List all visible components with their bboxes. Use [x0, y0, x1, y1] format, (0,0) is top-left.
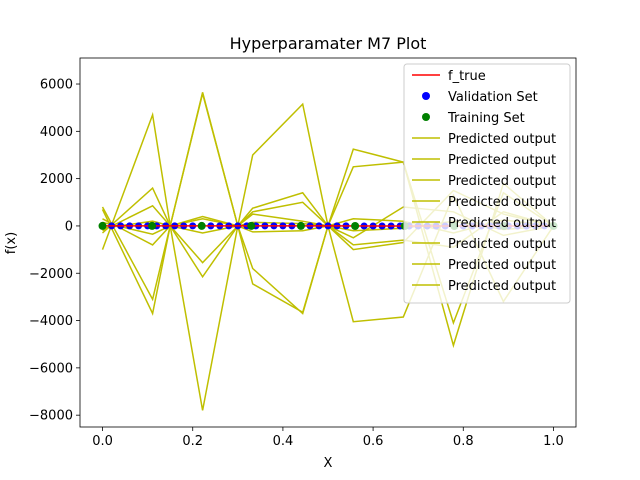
legend-label: Predicted output [448, 237, 556, 252]
y-tick-label: −6000 [29, 361, 73, 376]
legend-box [403, 63, 571, 304]
legend-label: Predicted output [448, 195, 556, 210]
legend-marker-swatch [422, 113, 430, 121]
y-axis-label: f(x) [4, 232, 19, 254]
legend-label: Predicted output [448, 279, 556, 294]
x-tick-label: 0.2 [182, 434, 203, 449]
legend-label: Predicted output [448, 153, 556, 168]
legend-label: Predicted output [448, 216, 556, 231]
legend-marker-swatch [422, 92, 430, 100]
x-tick-label: 0.6 [363, 434, 384, 449]
x-tick-label: 1.0 [543, 434, 564, 449]
x-tick-label: 0.4 [273, 434, 294, 449]
training-point [351, 222, 360, 230]
legend-label: f_true [448, 69, 486, 84]
y-tick-label: 4000 [40, 125, 73, 140]
training-point [296, 221, 305, 230]
legend-label: Predicted output [448, 132, 556, 147]
training-point [148, 221, 157, 230]
training-point [197, 221, 206, 230]
y-tick-label: −2000 [29, 267, 73, 282]
legend-label: Training Set [447, 111, 525, 126]
y-tick-label: 2000 [40, 172, 73, 187]
axes-frame [79, 57, 577, 428]
legend-label: Predicted output [448, 258, 556, 273]
y-tick-label: −8000 [29, 409, 73, 424]
training-point [98, 221, 107, 230]
legend-label: Predicted output [448, 174, 556, 189]
y-tick-label: 0 [65, 219, 73, 234]
y-tick-label: −4000 [29, 314, 73, 329]
x-axis-label: X [324, 456, 333, 471]
chart-title: Hyperparamater M7 Plot [230, 34, 427, 53]
x-tick-label: 0.8 [453, 434, 474, 449]
axes: 0.0 0.2 0.4 0.6 0.8 1.0 −8000 −6000 −4000 −2000 0 2… [29, 57, 577, 449]
x-tick-label: 0.0 [92, 434, 113, 449]
legend-label: Validation Set [448, 90, 538, 105]
legend: f_true Validation Set Training Set Predicte… [403, 63, 571, 304]
training-point [247, 221, 256, 230]
y-tick-label: 6000 [40, 78, 73, 93]
